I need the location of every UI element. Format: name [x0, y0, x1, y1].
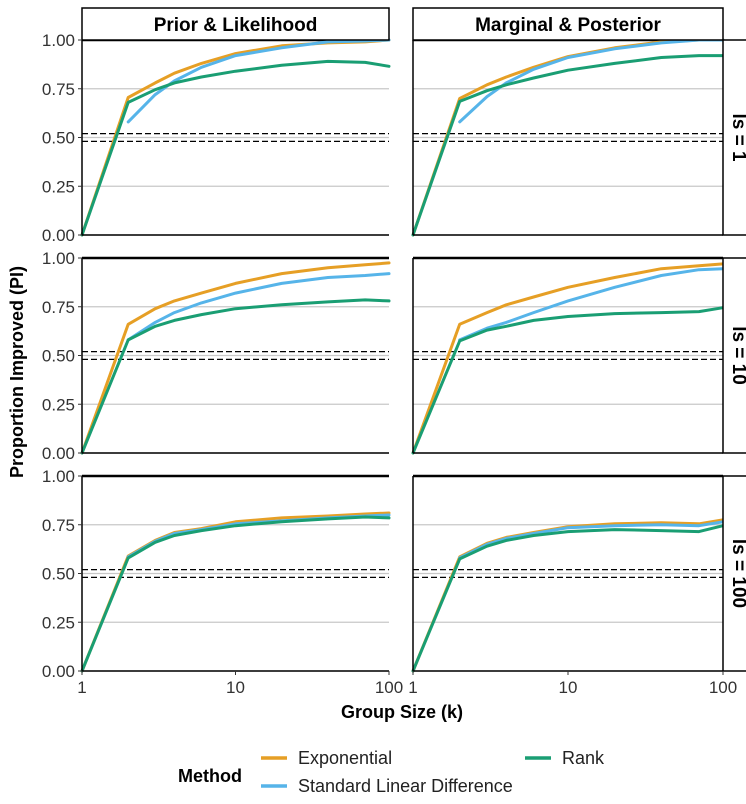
facet-strip-ls-1: ls = 1	[722, 39, 746, 236]
x-tick-label: 1	[77, 678, 86, 697]
facet-strip-prior-likelihood: Prior & Likelihood	[81, 7, 390, 41]
legend-item-rank: Rank	[525, 748, 605, 768]
facet-strip-ls-10: ls = 10	[722, 257, 746, 454]
y-tick-label: 0.50	[42, 347, 75, 366]
y-tick-label: 0.75	[42, 298, 75, 317]
strip-box	[722, 257, 746, 454]
strip-box	[81, 7, 390, 41]
y-axis-title: Proportion Improved (PI)	[7, 266, 27, 478]
y-tick-label: 0.25	[42, 395, 75, 414]
legend-label: Exponential	[298, 748, 392, 768]
panel-marginal-posterior-ls-1	[411, 38, 725, 237]
legend-title: Method	[178, 766, 242, 786]
y-tick-label: 0.75	[42, 80, 75, 99]
series-line-exponential	[80, 261, 391, 455]
series-line-rank	[411, 54, 725, 237]
legend: Method Exponential Standard Linear Differe…	[178, 748, 605, 796]
y-tick-label: 0.25	[42, 613, 75, 632]
series-line-rank	[80, 515, 391, 673]
series-line-exponential	[411, 262, 725, 455]
series-line-rank	[80, 298, 391, 455]
series-line-standard-linear-difference	[458, 520, 725, 560]
legend-label: Standard Linear Difference	[298, 776, 513, 796]
series-line-rank	[411, 306, 725, 455]
series-line-standard-linear-difference	[126, 38, 391, 124]
y-tick-label: 1.00	[42, 31, 75, 50]
strip-label: ls = 10	[728, 326, 746, 385]
series-line-standard-linear-difference	[126, 272, 391, 342]
x-tick-label: 10	[226, 678, 245, 697]
x-tick-label: 100	[709, 678, 737, 697]
axes-layer: 0.00 0.25 0.50 0.75 1.00 0.00 0.25 0.50 0.75 1.00…	[42, 31, 737, 697]
panel-marginal-posterior-ls-100	[411, 474, 725, 673]
series-line-standard-linear-difference	[458, 38, 725, 124]
y-tick-label: 0.00	[42, 226, 75, 245]
strip-box	[412, 7, 724, 41]
legend-item-exponential: Exponential	[261, 748, 392, 768]
series-line-rank	[80, 59, 391, 237]
y-tick-label: 0.50	[42, 565, 75, 584]
panel-prior-likelihood-ls-100	[80, 474, 391, 673]
strip-label: Marginal & Posterior	[475, 15, 661, 36]
y-tick-label: 1.00	[42, 249, 75, 268]
series-line-rank	[411, 524, 725, 673]
y-tick-label: 0.00	[42, 662, 75, 681]
y-tick-label: 0.75	[42, 516, 75, 535]
strip-box	[722, 475, 746, 672]
x-axis-title: Group Size (k)	[341, 702, 463, 722]
panels-layer	[80, 38, 725, 673]
facet-strips-layer: Prior & Likelihood Marginal & Posterior ls…	[81, 7, 746, 672]
panel-prior-likelihood-ls-1	[80, 38, 391, 237]
strip-box	[722, 39, 746, 236]
strip-label: Prior & Likelihood	[154, 15, 318, 36]
x-tick-label: 1	[408, 678, 417, 697]
y-tick-label: 1.00	[42, 467, 75, 486]
strip-label: ls = 100	[728, 539, 746, 608]
y-tick-label: 0.00	[42, 444, 75, 463]
facet-strip-marginal-posterior: Marginal & Posterior	[412, 7, 724, 41]
x-tick-label: 10	[559, 678, 578, 697]
y-tick-label: 0.25	[42, 177, 75, 196]
panel-prior-likelihood-ls-10	[80, 256, 391, 455]
legend-label: Rank	[562, 748, 605, 768]
panel-marginal-posterior-ls-10	[411, 256, 725, 455]
facet-strip-ls-100: ls = 100	[722, 475, 746, 672]
strip-label: ls = 1	[728, 113, 746, 161]
y-tick-label: 0.50	[42, 129, 75, 148]
x-tick-label: 100	[375, 678, 403, 697]
series-line-standard-linear-difference	[458, 267, 725, 342]
legend-item-standard-linear-difference: Standard Linear Difference	[261, 776, 513, 796]
